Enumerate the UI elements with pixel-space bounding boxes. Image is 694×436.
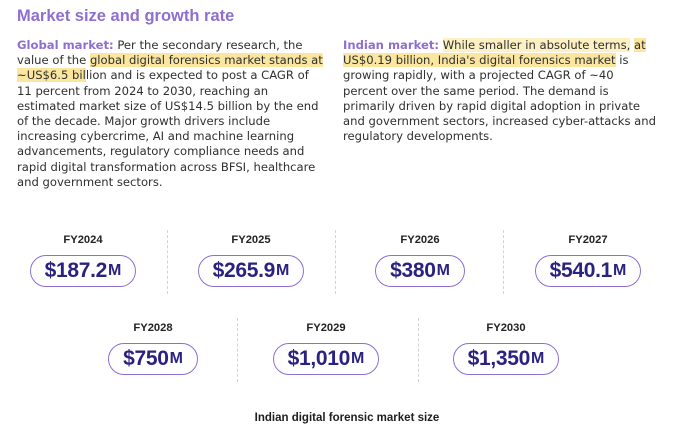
card-year: FY2025 (231, 234, 271, 246)
card-value: $1,010 (287, 347, 351, 370)
card-year: FY2027 (568, 234, 608, 246)
card-value-pill: $540.1 M (534, 255, 642, 287)
market-size-row-2: FY2028 $750 M FY2029 $1,010 M FY2030 $1,35… (0, 314, 694, 386)
card-unit: M (108, 262, 122, 279)
card-value: $1,350 (467, 347, 531, 370)
card-value-pill: $750 M (108, 343, 198, 375)
indian-highlight-a: While smaller in absolute terms, (442, 38, 631, 52)
card-unit: M (531, 350, 545, 367)
card-year: FY2026 (400, 234, 440, 246)
card-year: FY2028 (133, 322, 173, 334)
card-year: FY2024 (63, 234, 103, 246)
market-size-card-fy2026: FY2026 $380 M (345, 226, 495, 298)
card-value: $540.1 (549, 259, 613, 282)
dashed-divider (237, 318, 238, 382)
card-unit: M (276, 262, 290, 279)
card-value-pill: $1,010 M (272, 343, 380, 375)
dashed-divider (503, 230, 504, 294)
market-size-card-fy2029: FY2029 $1,010 M (244, 314, 408, 386)
market-size-card-fy2025: FY2025 $265.9 M (176, 226, 326, 298)
card-value-pill: $265.9 M (197, 255, 305, 287)
market-size-card-fy2027: FY2027 $540.1 M (513, 226, 663, 298)
card-year: FY2029 (306, 322, 346, 334)
figure-caption: Indian digital forensic market size (254, 412, 440, 424)
card-value: $380 (390, 259, 436, 282)
card-value: $750 (123, 347, 169, 370)
card-unit: M (436, 262, 450, 279)
indian-market-lead: Indian market: (343, 38, 440, 52)
dashed-divider (418, 318, 419, 382)
market-size-card-fy2024: FY2024 $187.2 M (8, 226, 158, 298)
market-size-card-fy2030: FY2030 $1,350 M (424, 314, 588, 386)
global-text-before: Per the secondary research, the value of… (17, 38, 303, 68)
dashed-divider (335, 230, 336, 294)
card-year: FY2030 (486, 322, 526, 334)
market-size-card-fy2028: FY2028 $750 M (78, 314, 228, 386)
section-heading: Market size and growth rate (17, 7, 235, 25)
card-value-pill: $1,350 M (452, 343, 560, 375)
card-unit: M (613, 262, 627, 279)
card-value-pill: $380 M (375, 255, 465, 287)
indian-market-paragraph: Indian market: While smaller in absolute… (343, 38, 661, 144)
market-size-row-1: FY2024 $187.2 M FY2025 $265.9 M FY2026 $38… (0, 226, 694, 298)
card-value: $265.9 (212, 259, 276, 282)
global-market-paragraph: Global market: Per the secondary researc… (17, 38, 325, 190)
indian-text-after: is growing rapidly, with a projected CAG… (343, 53, 656, 144)
global-text-after: lion and is expected to post a CAGR of 1… (17, 68, 319, 189)
card-unit: M (351, 350, 365, 367)
global-market-lead: Global market: (17, 38, 114, 52)
dashed-divider (167, 230, 168, 294)
card-unit: M (169, 350, 183, 367)
card-value: $187.2 (44, 259, 108, 282)
card-value-pill: $187.2 M (29, 255, 137, 287)
